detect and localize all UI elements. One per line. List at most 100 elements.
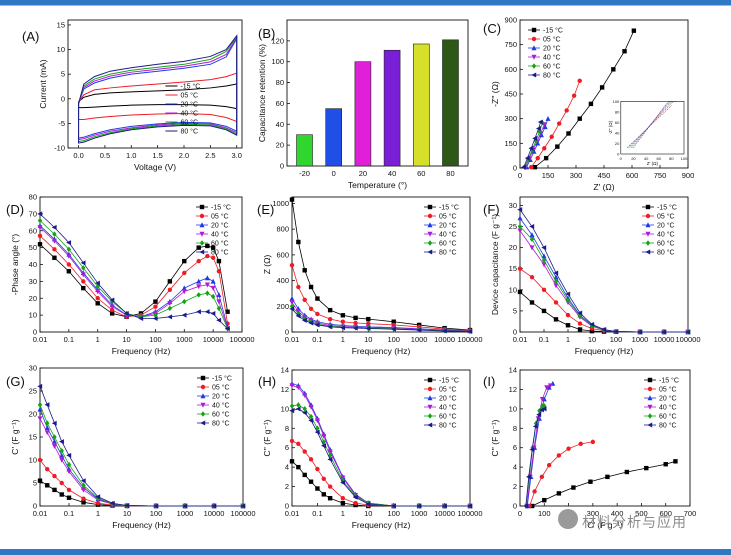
x-tick-label: 150 [542,171,555,180]
data-point [289,403,295,409]
legend-marker [200,393,206,399]
data-point [556,453,562,458]
data-point [302,449,307,454]
data-point [95,289,101,295]
y-tick-label: 10 [509,404,517,413]
data-point [51,238,57,244]
data-point [138,316,144,321]
data-point [182,503,188,509]
data-point [205,290,210,296]
data-point [109,307,115,313]
y-tick-label: 0 [33,502,37,511]
y-tick-label: 0 [513,502,517,511]
inset-series [631,101,677,148]
data-point [289,197,295,202]
data-point [37,402,43,408]
x-tick-label: 10 [122,335,130,344]
y-tick-label: 1000 [272,199,289,208]
panel-label: (E) [257,202,274,217]
data-point [302,393,308,398]
data-point [546,463,552,468]
data-point [59,457,65,463]
x-tick-label: 10000 [654,335,675,344]
legend-marker [645,231,651,237]
data-point [109,297,115,303]
data-point [37,242,43,247]
legend-label: 05 °C [657,213,675,221]
data-point [541,406,547,412]
x-tick-label: 10 [364,335,372,344]
legend-label: 20 °C [211,222,229,230]
legend-label: 20 °C [212,393,230,401]
data-point [564,108,569,113]
legend-label: 05 °C [212,384,230,392]
data-point [565,323,571,328]
panel-h: (H) 0.01 0.1 1 10 100 1000 10000 100000 0 2 4 6 8 10 12… [258,366,483,531]
data-point [95,296,100,301]
inset-y-tick-label: 40 [615,130,620,135]
y-tick-label: 30 [29,277,37,286]
data-point [535,140,541,146]
data-point [517,289,523,295]
legend-marker [645,249,651,255]
data-point [52,255,57,260]
legend-label: 80 °C [439,249,457,257]
x-tick-label: 0.01 [285,509,300,518]
data-point [566,131,571,136]
y-tick-label: 12 [281,385,289,394]
x-tick-label: 700 [684,509,697,518]
data-point [308,320,314,326]
data-point [95,301,100,306]
x-tick-label: 3.0 [232,151,242,160]
data-point [314,322,320,328]
data-point [167,287,173,293]
legend-label: -15 °C [212,375,232,383]
bar [325,108,343,167]
y-tick-label: 5 [513,306,517,315]
legend-label: 20 °C [439,395,457,403]
y-tick-label: 4 [285,463,289,472]
data-point [441,503,447,509]
x-tick-label: 300 [587,509,600,518]
y-tick-label: 12 [509,385,517,394]
legend-label: 40 °C [212,402,230,410]
inset-x-tick-label: 0 [620,156,623,161]
data-point [605,474,610,480]
data-point [81,279,86,284]
data-point [529,232,535,238]
legend-marker [647,413,653,419]
legend-marker [647,395,653,401]
legend-label: 05 °C [211,213,229,221]
data-point [327,496,333,501]
panel-label: (I) [483,374,495,389]
legend-marker [531,63,537,69]
data-point [315,466,320,472]
x-tick-label: 100000 [230,509,255,518]
y-tick-label: 20 [29,294,37,303]
data-point [210,278,216,284]
data-point [631,28,637,33]
series-line [39,213,228,329]
data-point [601,326,607,332]
data-point [391,503,396,509]
data-point [52,434,57,440]
data-point [321,443,326,449]
data-point [80,478,86,484]
x-tick-label: 600 [659,509,672,518]
data-point [109,304,115,310]
data-point [340,496,346,501]
data-point [205,253,210,259]
x-tick-label: 10000 [204,509,225,518]
y-axis-label: -Z'' (Ω) [490,81,500,107]
data-point [295,385,301,391]
data-point [196,292,201,298]
data-point [577,116,582,121]
x-tick-label: 450 [598,171,611,180]
legend-marker [427,422,433,428]
inset-y-tick-label: 100 [613,99,620,104]
data-point [81,265,86,271]
legend-label: 05 °C [180,92,198,100]
x-axis-label: Z' (Ω) [593,182,614,192]
data-point [52,473,57,479]
y-tick-label: 4 [513,463,517,472]
